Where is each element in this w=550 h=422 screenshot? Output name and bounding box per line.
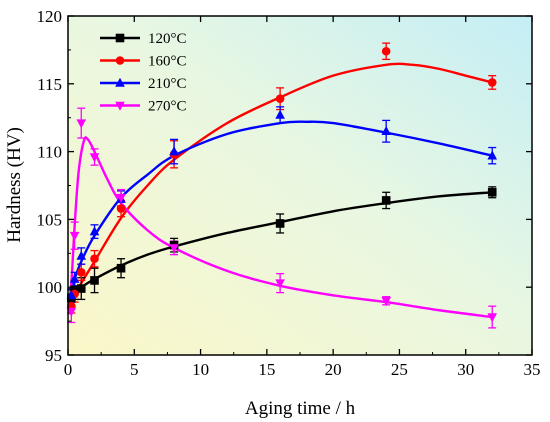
y-tick-label: 95 xyxy=(45,346,62,365)
data-point xyxy=(169,146,179,156)
y-tick-label: 105 xyxy=(37,210,63,229)
y-axis-title: Hardness (HV) xyxy=(4,127,25,243)
data-point xyxy=(76,284,86,293)
y-tick-label: 100 xyxy=(37,278,63,297)
legend-label: 210°C xyxy=(148,76,187,92)
legend-label: 270°C xyxy=(148,99,187,115)
data-point xyxy=(76,250,87,260)
y-tick-label: 115 xyxy=(37,75,62,94)
x-tick-label: 15 xyxy=(258,360,275,379)
legend-marker xyxy=(115,77,125,87)
x-axis-title: Aging time / h xyxy=(245,398,356,419)
data-point xyxy=(275,94,285,104)
x-tick-label: 0 xyxy=(64,360,73,379)
data-point xyxy=(487,187,497,197)
error-bars xyxy=(67,42,497,329)
data-point xyxy=(69,273,80,283)
data-point xyxy=(90,276,99,285)
axes: 0 5 10 15 20 25 30 35 95 100 105 110 115 120 xyxy=(37,7,541,379)
x-tick-label: 5 xyxy=(130,360,139,379)
data-points xyxy=(66,46,498,323)
data-point xyxy=(487,150,498,160)
data-point xyxy=(116,204,126,213)
data-point xyxy=(116,193,126,204)
data-point xyxy=(89,153,100,163)
y-tick-label: 110 xyxy=(37,143,62,162)
y-tick-label: 120 xyxy=(37,7,63,26)
x-tick-label: 30 xyxy=(457,360,474,379)
data-point xyxy=(89,226,100,236)
data-point xyxy=(116,263,126,273)
data-point xyxy=(381,196,391,205)
data-point xyxy=(275,109,285,119)
legend-label: 120°C xyxy=(148,31,187,47)
data-point xyxy=(381,296,391,307)
data-point xyxy=(487,78,497,87)
legend: 120°C 160°C 210°C 270°C xyxy=(100,31,187,115)
x-tick-label: 10 xyxy=(192,360,209,379)
plot-background xyxy=(68,16,532,355)
legend-marker xyxy=(115,56,125,65)
x-tick-label: 20 xyxy=(325,360,342,379)
data-point xyxy=(66,290,77,300)
data-point xyxy=(381,125,391,136)
data-point xyxy=(76,267,86,277)
data-point xyxy=(69,231,80,241)
x-tick-label: 35 xyxy=(524,360,541,379)
data-point xyxy=(487,313,498,323)
data-point xyxy=(275,219,285,228)
data-point xyxy=(169,244,179,254)
data-point xyxy=(275,279,285,289)
legend-marker xyxy=(115,101,125,111)
data-point xyxy=(381,46,391,56)
x-tick-label: 25 xyxy=(391,360,408,379)
data-point xyxy=(66,307,77,317)
legend-marker xyxy=(115,33,125,43)
data-point xyxy=(90,254,99,264)
data-point xyxy=(76,119,87,129)
legend-label: 160°C xyxy=(148,54,187,70)
